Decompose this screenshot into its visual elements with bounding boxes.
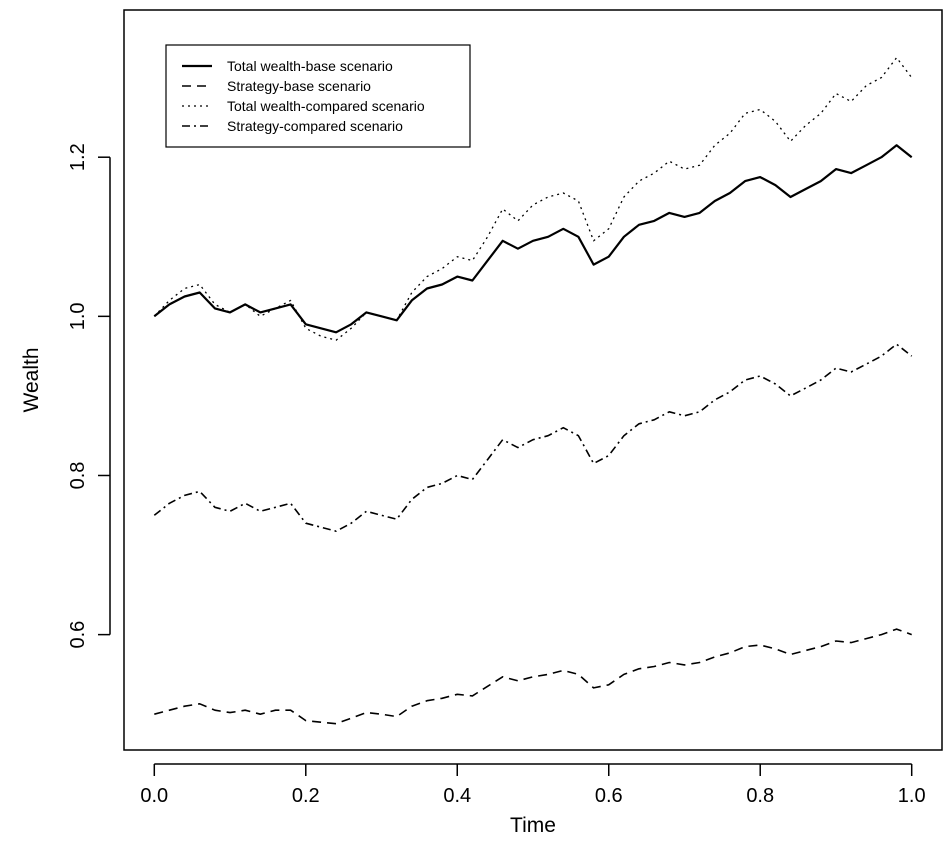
- x-tick-label: 0.4: [443, 785, 471, 807]
- y-tick-label: 0.6: [67, 621, 89, 649]
- x-tick-label: 0.6: [595, 785, 623, 807]
- y-tick-label: 0.8: [67, 462, 89, 490]
- legend-label-1: Total wealth-base scenario: [227, 58, 393, 74]
- x-tick-label: 0.8: [746, 785, 774, 807]
- x-tick-label: 0.0: [140, 785, 168, 807]
- x-tick-label: 0.2: [292, 785, 320, 807]
- y-axis: 0.6 0.8 1.0 1.2: [67, 143, 111, 649]
- series-layer: [153, 57, 913, 725]
- series-line-4: [153, 343, 913, 533]
- series-line-2: [154, 628, 912, 725]
- legend-label-2: Strategy-base scenario: [227, 78, 371, 94]
- legend-label-3: Total wealth-compared scenario: [227, 98, 425, 114]
- y-axis-title: Wealth: [20, 348, 43, 413]
- y-tick-label: 1.0: [67, 302, 89, 330]
- legend-label-4: Strategy-compared scenario: [227, 118, 403, 134]
- series-line-1: [153, 144, 913, 334]
- x-tick-label: 1.0: [898, 785, 926, 807]
- y-tick-label: 1.2: [67, 143, 89, 171]
- x-axis: 0.0 0.2 0.4 0.6 0.8 1.0: [140, 763, 926, 807]
- plot-frame: [123, 9, 943, 751]
- legend-box: [165, 44, 471, 148]
- x-axis-title: Time: [510, 814, 556, 837]
- legend: Total wealth-base scenario Strategy-base …: [165, 44, 471, 148]
